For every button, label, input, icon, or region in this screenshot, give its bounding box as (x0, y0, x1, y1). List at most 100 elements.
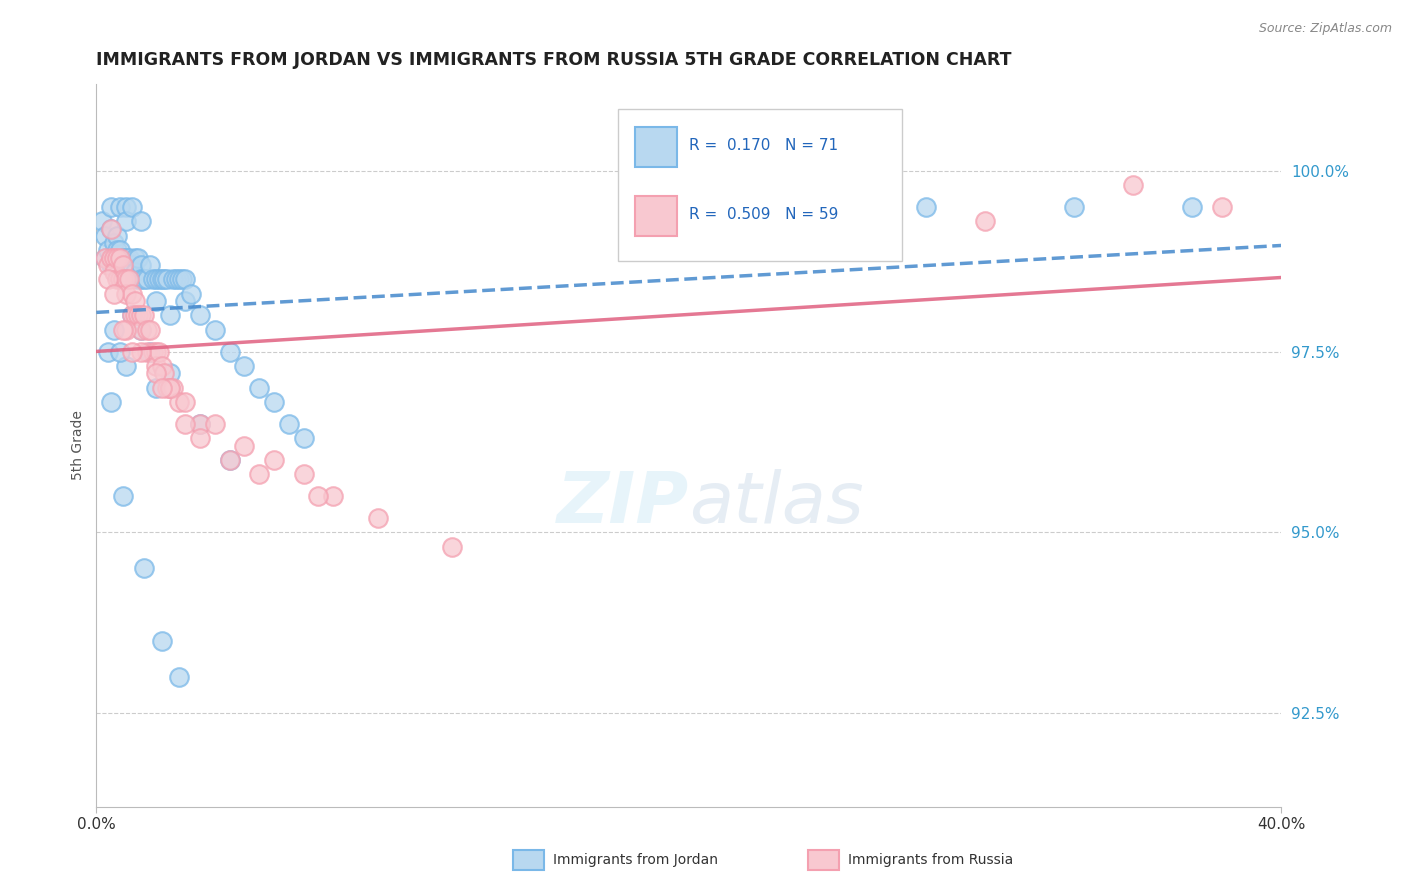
Point (118, 251, 141, 265)
Point (103, 236, 125, 251)
Point (974, 214, 997, 228)
Point (247, 467, 270, 482)
Point (138, 258, 160, 272)
Point (156, 272, 179, 286)
Point (188, 417, 211, 431)
Point (263, 395, 285, 409)
Point (111, 489, 134, 503)
Point (100, 251, 122, 265)
Point (204, 323, 226, 337)
FancyBboxPatch shape (636, 196, 676, 235)
Point (132, 272, 155, 286)
Point (292, 467, 315, 482)
Point (121, 258, 143, 272)
Point (94, 251, 117, 265)
Point (105, 272, 128, 286)
Point (127, 251, 149, 265)
Point (108, 344, 131, 359)
Point (94, 251, 117, 265)
Point (188, 431, 211, 445)
Point (97, 272, 120, 286)
Text: IMMIGRANTS FROM JORDAN VS IMMIGRANTS FROM RUSSIA 5TH GRADE CORRELATION CHART: IMMIGRANTS FROM JORDAN VS IMMIGRANTS FRO… (97, 51, 1012, 69)
Point (100, 221, 122, 235)
Point (124, 293, 146, 308)
Point (1122, 178, 1144, 193)
Point (115, 272, 138, 286)
Point (145, 359, 167, 373)
Point (121, 286, 143, 301)
Point (159, 381, 181, 395)
Text: Immigrants from Jordan: Immigrants from Jordan (553, 853, 717, 867)
Point (118, 272, 141, 286)
Point (129, 258, 152, 272)
Point (132, 561, 155, 575)
Point (188, 309, 211, 323)
Text: ZIP: ZIP (557, 469, 689, 538)
Point (145, 381, 167, 395)
Point (108, 251, 131, 265)
Point (108, 272, 131, 286)
Point (174, 417, 197, 431)
Text: Source: ZipAtlas.com: Source: ZipAtlas.com (1258, 22, 1392, 36)
FancyBboxPatch shape (636, 128, 676, 168)
Point (148, 344, 170, 359)
Point (97, 258, 120, 272)
Point (129, 214, 152, 228)
Point (115, 251, 138, 265)
Point (1181, 200, 1204, 214)
Point (103, 251, 125, 265)
Point (105, 228, 128, 243)
Point (103, 265, 125, 279)
Point (111, 265, 134, 279)
Point (145, 293, 167, 308)
Point (111, 251, 134, 265)
Point (135, 323, 157, 337)
Point (322, 489, 344, 503)
Point (233, 438, 256, 452)
Point (277, 417, 299, 431)
Point (108, 244, 131, 258)
Point (100, 221, 122, 235)
Point (127, 272, 149, 286)
Point (204, 417, 226, 431)
Point (103, 323, 125, 337)
Point (172, 272, 194, 286)
Point (138, 323, 160, 337)
Text: R =  0.170   N = 71: R = 0.170 N = 71 (689, 138, 838, 153)
Point (174, 293, 197, 308)
Point (145, 344, 167, 359)
Point (129, 323, 152, 337)
Point (159, 309, 181, 323)
Point (91, 214, 114, 228)
Point (121, 309, 143, 323)
Point (94, 228, 117, 243)
Point (135, 272, 157, 286)
Y-axis label: 5th Grade: 5th Grade (72, 410, 86, 481)
Point (188, 417, 211, 431)
Point (115, 200, 138, 214)
Point (247, 381, 270, 395)
Point (174, 272, 197, 286)
Point (825, 200, 848, 214)
Point (174, 395, 197, 409)
Point (103, 251, 125, 265)
Point (180, 286, 202, 301)
Point (124, 265, 146, 279)
Point (367, 511, 389, 525)
Point (308, 489, 330, 503)
Point (127, 309, 149, 323)
Point (169, 670, 191, 684)
Point (156, 381, 179, 395)
Point (132, 309, 155, 323)
Point (145, 272, 167, 286)
Point (121, 200, 143, 214)
Point (115, 214, 138, 228)
Point (1063, 200, 1085, 214)
Point (150, 272, 173, 286)
Point (159, 381, 181, 395)
Point (148, 272, 170, 286)
Point (103, 286, 125, 301)
Point (263, 453, 285, 467)
Point (142, 344, 165, 359)
Point (169, 395, 191, 409)
